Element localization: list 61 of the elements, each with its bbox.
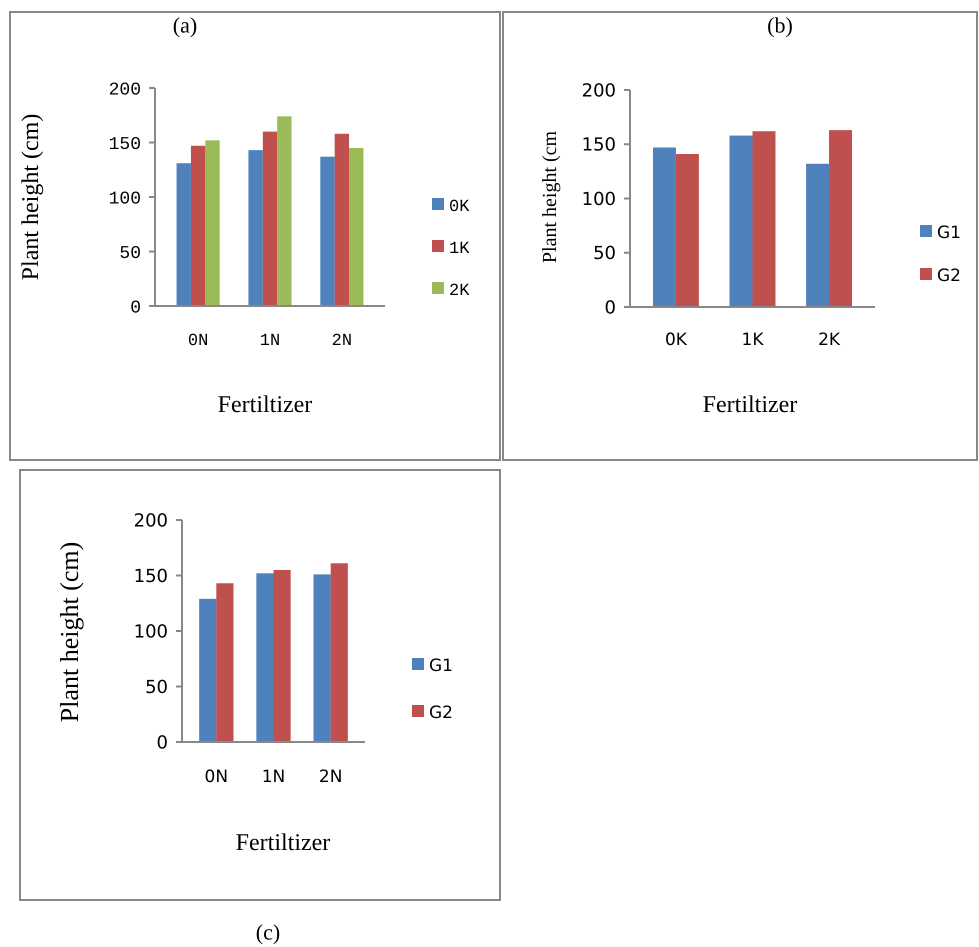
bar (176, 163, 191, 306)
bar (314, 574, 331, 742)
bar (806, 164, 830, 307)
x-tick-label: 1N (260, 332, 280, 351)
x-tick-label: 1K (742, 330, 764, 350)
y-tick-label: 0 (130, 298, 141, 318)
x-tick-label: 2N (318, 767, 342, 787)
y-tick-label: 150 (108, 134, 141, 155)
y-tick-label: 100 (134, 621, 168, 642)
y-tick-label: 0 (156, 732, 168, 754)
bar (652, 148, 676, 307)
y-tick-label: 100 (582, 188, 616, 210)
x-tick-label: 0K (664, 330, 688, 350)
chart-title: (a) (172, 12, 198, 38)
bar (320, 156, 335, 306)
bar (262, 132, 278, 306)
y-tick-label: 50 (119, 244, 141, 264)
x-axis-title: Fertiltizer (702, 392, 798, 418)
bar (829, 130, 852, 307)
y-axis-title: Plant height (cm) (18, 114, 44, 280)
bar (199, 598, 216, 742)
y-tick-label: 200 (108, 80, 141, 100)
bar (256, 573, 274, 742)
legend-label: G1 (937, 222, 961, 243)
bar (274, 570, 291, 742)
bar (277, 116, 292, 306)
y-axis-title: Plant height (cm (539, 130, 561, 264)
chart-title: (b) (767, 12, 793, 38)
bar (334, 134, 350, 306)
bar (349, 148, 364, 306)
legend-label: 0K (449, 198, 470, 217)
legend-label: 1K (449, 240, 470, 259)
x-tick-label: 2K (818, 330, 841, 350)
y-tick-label: 200 (582, 80, 616, 102)
bar (752, 131, 776, 307)
y-tick-label: 0 (604, 297, 616, 318)
legend-label: G2 (937, 266, 961, 286)
bar (330, 563, 348, 742)
y-tick-label: 50 (145, 676, 168, 698)
y-tick-label: 150 (134, 566, 168, 587)
x-axis-title: Fertiltizer (218, 392, 312, 418)
x-tick-label: 0N (188, 332, 208, 351)
x-tick-label: 1N (262, 767, 286, 787)
y-tick-label: 100 (108, 189, 141, 210)
bar (676, 154, 699, 307)
bar (248, 150, 263, 306)
bar (190, 146, 206, 306)
x-tick-label: 0N (204, 767, 228, 787)
bar (730, 136, 752, 307)
legend-label: G1 (429, 656, 453, 676)
y-tick-label: 50 (593, 243, 616, 264)
x-tick-label: 2N (332, 332, 352, 351)
x-axis-title: Fertiltizer (236, 830, 330, 856)
legend-label: G2 (429, 702, 453, 723)
text: (c) (256, 920, 280, 945)
bar (216, 583, 234, 742)
y-tick-label: 150 (582, 134, 616, 156)
y-axis-title: Plant height (cm) (55, 542, 84, 722)
y-tick-label: 200 (134, 510, 168, 532)
bar (205, 140, 220, 306)
legend-label: 2K (449, 282, 470, 301)
